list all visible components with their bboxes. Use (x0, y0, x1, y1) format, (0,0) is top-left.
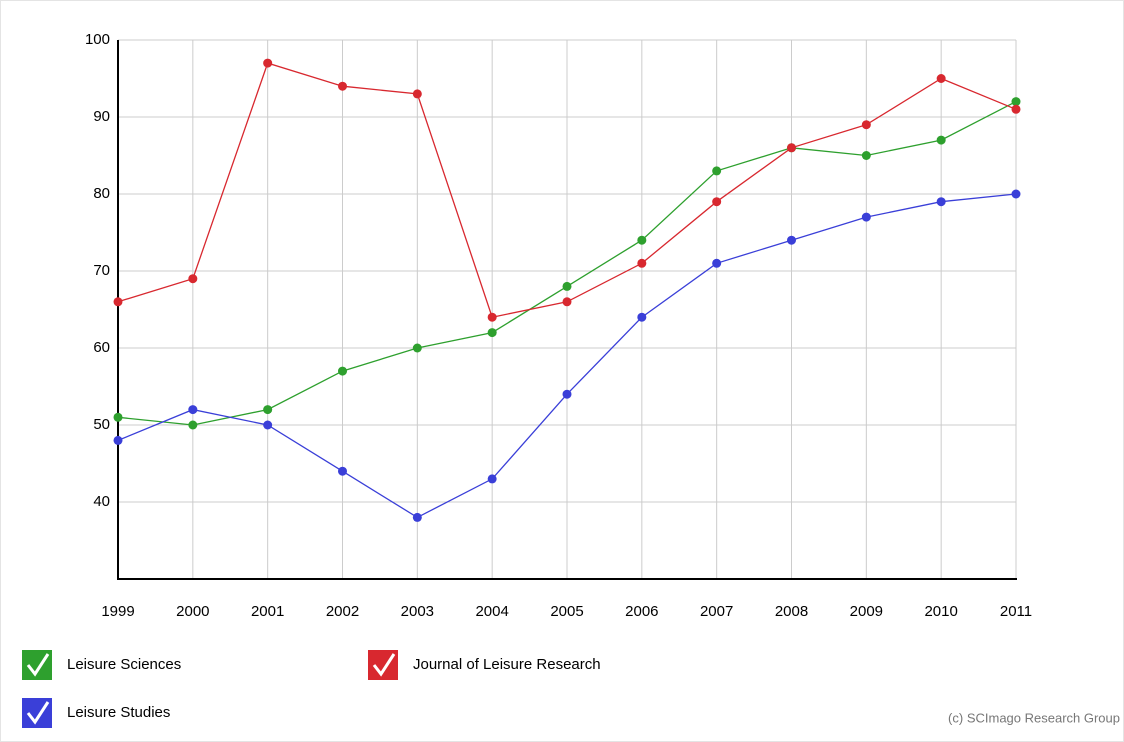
data-point (188, 274, 198, 284)
x-tick-label: 2007 (700, 603, 733, 620)
y-tick-label: 70 (93, 262, 110, 279)
x-tick-label: 2003 (401, 603, 434, 620)
data-point (263, 405, 273, 415)
x-tick-label: 2010 (924, 603, 957, 620)
data-point (338, 366, 347, 376)
y-tick-label: 40 (93, 493, 110, 510)
data-point (412, 343, 422, 353)
data-point (1011, 97, 1021, 107)
data-point (861, 212, 871, 222)
data-point (1011, 189, 1021, 199)
y-tick-label: 100 (85, 31, 110, 48)
x-tick-label: 2005 (550, 603, 583, 620)
data-point (562, 281, 572, 291)
data-point (188, 405, 198, 415)
data-point (562, 297, 572, 307)
y-tick-label: 60 (93, 339, 110, 356)
y-tick-label: 80 (93, 185, 110, 202)
x-tick-label: 2001 (251, 603, 284, 620)
data-point (263, 58, 273, 68)
x-tick-label: 2006 (625, 603, 658, 620)
x-tick-label: 2009 (850, 603, 883, 620)
data-point (113, 297, 123, 307)
data-point (712, 258, 722, 268)
data-point (637, 312, 647, 322)
data-point (113, 435, 123, 445)
x-tick-label: 2011 (1000, 603, 1032, 620)
legend-label[interactable]: Leisure Studies (67, 704, 170, 721)
data-point (787, 143, 796, 153)
data-point (712, 166, 722, 176)
data-point (412, 89, 422, 99)
legend-label[interactable]: Journal of Leisure Research (413, 656, 601, 673)
data-point (1011, 104, 1021, 114)
data-point (562, 389, 572, 399)
data-point (861, 120, 871, 130)
x-tick-label: 2002 (326, 603, 359, 620)
data-point (712, 197, 722, 207)
data-point (113, 412, 123, 422)
x-tick-label: 2004 (475, 603, 508, 620)
credit: (c) SCImago Research Group (948, 710, 1120, 725)
data-point (637, 235, 647, 245)
legend-check[interactable] (372, 653, 396, 677)
y-tick-label: 50 (93, 416, 110, 433)
data-point (487, 328, 497, 338)
data-point (487, 312, 497, 322)
x-tick-label: 2000 (176, 603, 209, 620)
x-tick-label: 1999 (101, 603, 134, 620)
data-point (487, 474, 497, 484)
data-point (338, 81, 347, 91)
data-point (787, 235, 796, 245)
legend-label[interactable]: Leisure Sciences (67, 656, 181, 673)
data-point (263, 420, 273, 430)
data-point (936, 135, 946, 145)
data-point (338, 466, 347, 476)
legend-check[interactable] (26, 653, 50, 677)
x-tick-label: 2008 (775, 603, 808, 620)
data-point (861, 151, 871, 160)
data-point (188, 420, 198, 430)
data-point (936, 74, 946, 83)
data-point (412, 512, 422, 522)
data-point (936, 197, 946, 207)
data-point (637, 258, 647, 268)
y-tick-label: 90 (93, 108, 110, 125)
legend-check[interactable] (26, 701, 50, 725)
